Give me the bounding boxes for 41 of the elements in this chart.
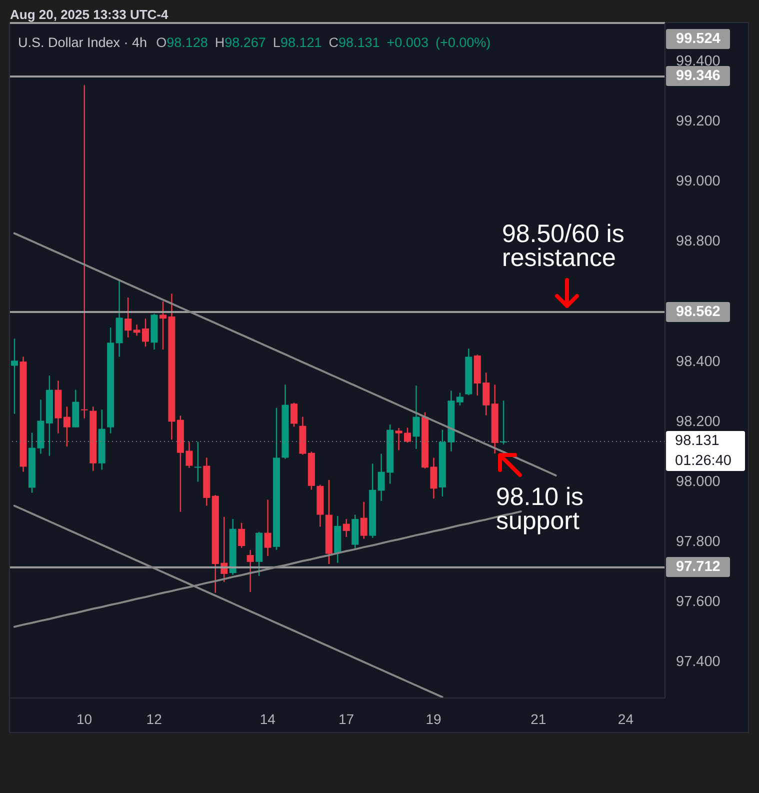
text: Aug 20, 2025 13:33 UTC-4 xyxy=(10,7,170,23)
y-tick-label: 99.000 xyxy=(676,174,720,190)
x-tick-label: 24 xyxy=(618,710,634,727)
x-tick-label: 10 xyxy=(76,710,92,727)
candlestick xyxy=(360,501,368,540)
ref-line-label: 99.524 xyxy=(676,30,722,49)
y-tick-label: 98.800 xyxy=(676,234,720,250)
candlestick xyxy=(412,384,420,450)
candlestick xyxy=(63,406,70,448)
x-tick-label: 19 xyxy=(426,710,442,727)
candlestick xyxy=(194,441,202,482)
y-tick-label: 97.600 xyxy=(676,594,720,610)
y-tick-label: 98.000 xyxy=(676,474,720,490)
candlestick xyxy=(11,338,18,414)
candlestick xyxy=(290,402,298,428)
y-tick-label: 99.200 xyxy=(676,113,720,130)
ref-line-label: 99.346 xyxy=(676,67,722,86)
ref-line-label: 98.131 xyxy=(675,432,720,452)
candlestick xyxy=(238,522,246,548)
candlestick xyxy=(456,392,464,406)
y-tick-label: 98.400 xyxy=(676,354,720,370)
y-tick-label: 98.200 xyxy=(676,414,720,430)
candlestick xyxy=(342,518,350,538)
x-tick-label: 21 xyxy=(530,710,546,727)
x-tick-label: 17 xyxy=(338,710,354,727)
y-tick-label: 99.400 xyxy=(676,53,720,70)
candlestick xyxy=(246,549,254,593)
y-tick-label: 97.800 xyxy=(676,534,720,550)
candlestick xyxy=(124,296,132,338)
text: 01:26:40 xyxy=(675,452,732,472)
text: O98.128 H98.267 L98.121 C98.131 +0.003 (+0.00%) xyxy=(156,35,491,50)
candlestick xyxy=(264,499,272,557)
annotation: 98.10 is support xyxy=(496,483,585,535)
x-tick-label: 14 xyxy=(260,710,276,727)
y-tick-label: 97.400 xyxy=(676,654,720,670)
candlestick xyxy=(80,84,88,419)
ref-line-label: 97.712 xyxy=(676,558,722,578)
text: U.S. Dollar Index · 4h xyxy=(18,35,148,50)
annotation: 98.50/60 is resistance xyxy=(502,220,626,272)
x-tick-label: 12 xyxy=(146,710,162,727)
ref-line-label: 98.562 xyxy=(676,302,722,322)
